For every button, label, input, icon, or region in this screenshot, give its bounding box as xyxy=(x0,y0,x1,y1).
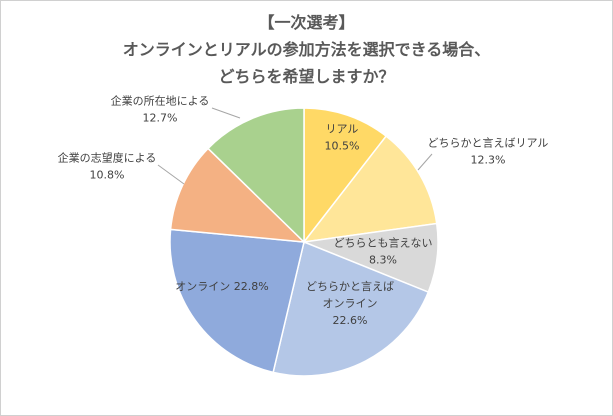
data-label-2: どちらかと言えばリアル 12.3% xyxy=(428,137,549,167)
data-label-1: リアル 10.5% xyxy=(325,123,360,153)
pie-slice-5 xyxy=(169,228,305,374)
data-label-7: 企業の所在地による 12.7% xyxy=(111,94,210,125)
data-label-6: 企業の志望度による 10.8% xyxy=(58,151,157,182)
chart-title-line-2: オンラインとリアルの参加方法を選択できる場合、 xyxy=(122,40,491,59)
pie-slice-7 xyxy=(207,107,305,244)
leader-line-7 xyxy=(211,107,241,119)
pie-slice-4 xyxy=(272,240,430,377)
data-label-4: どちらかと言えばオンライン 22.6% xyxy=(306,280,394,327)
data-label-3: どちらとも言えない 8.3% xyxy=(334,237,433,267)
pie-slice-2 xyxy=(302,135,438,243)
leader-line-6 xyxy=(157,164,185,185)
pie-slice-1 xyxy=(303,107,388,245)
data-label-5: オンライン 22.8% xyxy=(175,280,268,293)
pie-slice-6 xyxy=(169,147,307,243)
leader-line-2 xyxy=(417,153,433,171)
chart-title: 【一次選考】 オンラインとリアルの参加方法を選択できる場合、 どちらを希望します… xyxy=(1,9,612,90)
chart-title-line-1: 【一次選考】 xyxy=(258,13,355,32)
chart-title-line-3: どちらを希望しますか？ xyxy=(218,67,395,86)
